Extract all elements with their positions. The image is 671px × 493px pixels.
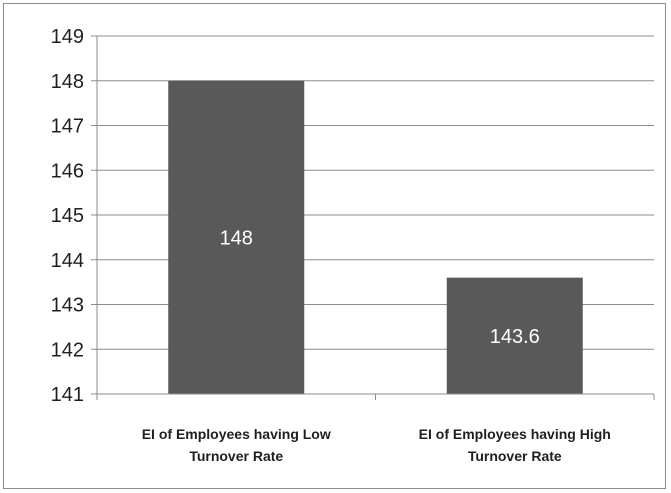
data-label: 143.6 bbox=[490, 326, 540, 348]
y-tick-label: 141 bbox=[51, 384, 84, 406]
y-tick-label: 143 bbox=[51, 295, 84, 317]
y-tick-label: 142 bbox=[51, 339, 84, 361]
y-tick-label: 146 bbox=[51, 160, 84, 182]
y-tick-label: 148 bbox=[51, 71, 84, 93]
y-tick-label: 144 bbox=[51, 250, 84, 272]
bars: 148 143.6 bbox=[168, 81, 583, 394]
y-axis-ticks: 141 142 143 144 145 146 147 148 149 bbox=[51, 26, 84, 406]
x-axis-categories: EI of Employees having Low Turnover Rate E… bbox=[142, 426, 611, 464]
x-category-label: Turnover Rate bbox=[468, 448, 562, 464]
x-category-label: EI of Employees having Low bbox=[142, 426, 331, 442]
y-tick-label: 147 bbox=[51, 116, 84, 138]
y-tick-label: 145 bbox=[51, 205, 84, 227]
x-category-label: EI of Employees having High bbox=[419, 426, 611, 442]
x-category-label: Turnover Rate bbox=[189, 448, 283, 464]
data-label: 148 bbox=[220, 227, 253, 249]
y-tick-label: 149 bbox=[51, 26, 84, 48]
